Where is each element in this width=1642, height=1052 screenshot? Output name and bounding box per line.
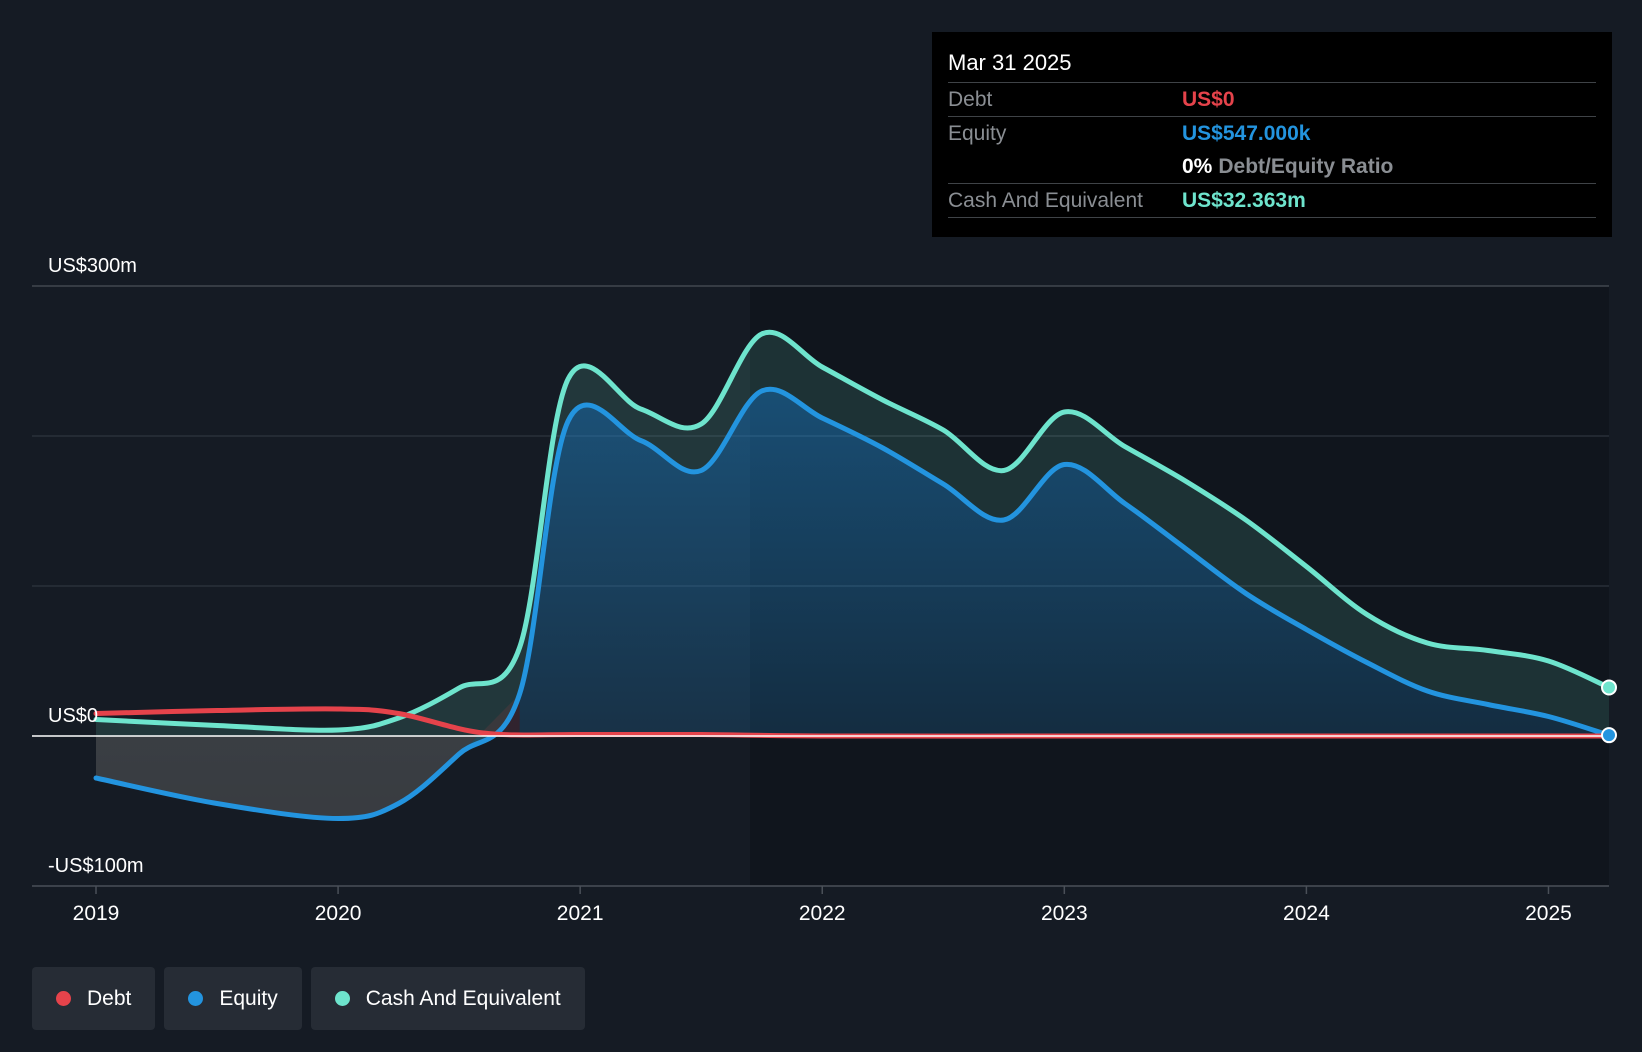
tooltip-debt-value: US$0 (1182, 88, 1235, 111)
legend-label-debt: Debt (87, 986, 132, 1010)
tooltip-ratio: 0% Debt/Equity Ratio (1182, 150, 1393, 183)
equity-end-marker (1601, 727, 1617, 744)
chart-legend: Debt Equity Cash And Equivalent (32, 967, 585, 1030)
tooltip-debt-label: Debt (948, 88, 993, 111)
legend-item-debt[interactable]: Debt (32, 967, 156, 1030)
end-markers (1601, 679, 1617, 744)
tooltip-row-ratio: 0% Debt/Equity Ratio (948, 150, 1596, 184)
legend-label-cash: Cash And Equivalent (365, 986, 561, 1010)
equity-line (93, 386, 1612, 821)
cash-band-area (96, 332, 1609, 819)
area-fills (96, 332, 1609, 819)
x-tick-label: 2022 (799, 902, 846, 925)
tooltip-row-equity: Equity US$547.000k (948, 117, 1596, 150)
tooltip-row-cash: Cash And Equivalent US$32.363m (948, 184, 1596, 218)
tooltip-ratio-value: 0% (1182, 155, 1213, 178)
legend-dot-debt (56, 991, 71, 1006)
y-tick-label: -US$100m (48, 855, 144, 877)
legend-dot-equity (188, 991, 204, 1006)
x-tick-label: 2020 (315, 902, 362, 925)
tooltip-ratio-label: Debt/Equity Ratio (1218, 155, 1394, 178)
y-tick-label: US$0 (48, 705, 98, 727)
legend-label-equity: Equity (219, 986, 278, 1010)
legend-dot-cash (334, 991, 350, 1006)
tooltip-date: Mar 31 2025 (948, 46, 1596, 83)
cash-line (93, 329, 1612, 733)
x-tick-label: 2023 (1041, 902, 1088, 925)
tooltip-row-debt: Debt US$0 (948, 83, 1596, 117)
x-tick-label: 2025 (1525, 902, 1572, 925)
legend-item-equity[interactable]: Equity (164, 967, 302, 1030)
tooltip-cash-label: Cash And Equivalent (948, 189, 1143, 212)
tooltip-ratio-spacer (948, 150, 1182, 183)
axis-labels: US$300m US$0 -US$100m 2019 2020 2021 2022 2023 2… (48, 255, 1572, 925)
cash-end-marker (1601, 679, 1617, 696)
axes (32, 735, 1609, 894)
x-tick-label: 2024 (1283, 902, 1330, 925)
equity-area (96, 389, 1609, 819)
x-tick-label: 2021 (557, 902, 604, 925)
tooltip-cash-value: US$32.363m (1182, 189, 1306, 212)
tooltip-panel: Mar 31 2025 Debt US$0 Equity US$547.000k… (932, 32, 1612, 237)
legend-item-cash[interactable]: Cash And Equivalent (310, 967, 585, 1030)
y-tick-label: US$300m (48, 255, 137, 277)
tooltip-equity-label: Equity (948, 122, 1007, 145)
x-tick-label: 2019 (73, 902, 120, 925)
negative-equity-area (96, 694, 520, 819)
tooltip-equity-value: US$547.000k (1182, 122, 1311, 145)
